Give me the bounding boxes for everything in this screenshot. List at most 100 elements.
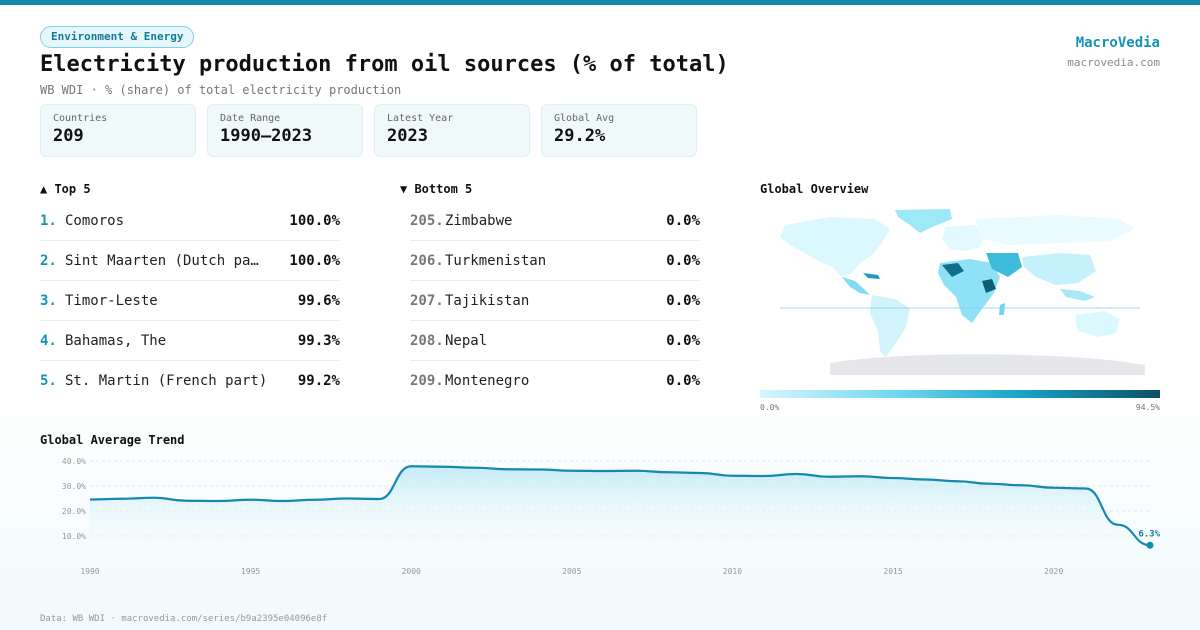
list-item: 2. Sint Maarten (Dutch pa… 100.0% [40, 241, 340, 281]
top-accent-bar [0, 0, 1200, 5]
trend-area-fill [90, 466, 1150, 561]
list-item: 209. Montenegro 0.0% [410, 361, 700, 401]
world-choropleth-map [780, 209, 1145, 375]
category-tag: Environment & Energy [40, 26, 195, 48]
country-name: Zimbabwe [445, 212, 513, 229]
top-5-heading: ▲ Top 5 [40, 182, 91, 196]
trend-heading: Global Average Trend [40, 433, 185, 447]
map-region-middle-east [986, 253, 1022, 277]
stat-label: Countries [53, 113, 108, 124]
country-value: 99.2% [297, 373, 340, 389]
stat-value: 2023 [387, 126, 428, 146]
stat-value: 29.2% [554, 126, 606, 146]
country-value: 0.0% [666, 252, 700, 269]
y-tick-label: 10.0% [62, 532, 86, 541]
country-value: 0.0% [666, 212, 700, 229]
legend-max-label: 94.5% [1135, 403, 1160, 412]
x-tick-label: 2000 [402, 567, 421, 576]
stat-card-global-avg: Global Avg 29.2% [541, 104, 697, 157]
page-subtitle: WB WDI · % (share) of total electricity … [40, 83, 402, 97]
list-item: 206. Turkmenistan 0.0% [410, 241, 700, 281]
end-value-label: 6.3% [1138, 529, 1160, 539]
country-value: 0.0% [666, 373, 700, 389]
stat-value: 1990–2023 [220, 126, 313, 146]
country-name: Montenegro [445, 373, 530, 389]
map-region-europe [942, 225, 985, 251]
country-value: 100.0% [289, 252, 340, 269]
x-tick-label: 2010 [723, 567, 742, 576]
country-value: 0.0% [666, 292, 700, 309]
end-point-marker [1146, 541, 1154, 549]
stat-card-countries: Countries 209 [40, 104, 196, 157]
top-5-list: 1. Comoros 100.0% 2. Sint Maarten (Dutch pa… [40, 201, 340, 401]
country-name: Bahamas, The [65, 332, 167, 349]
map-region-north-america [780, 217, 890, 277]
rank-label: 2. [40, 252, 57, 269]
country-name: Nepal [445, 332, 488, 349]
trend-line [89, 465, 1151, 547]
country-value: 99.3% [297, 332, 340, 349]
brand-url: macrovedia.com [1067, 56, 1160, 69]
list-item: 3. Timor-Leste 99.6% [40, 281, 340, 321]
list-item: 4. Bahamas, The 99.3% [40, 321, 340, 361]
map-region-central-america [842, 277, 870, 295]
x-tick-label: 2020 [1044, 567, 1063, 576]
map-heading: Global Overview [760, 182, 869, 196]
map-region-sahel [942, 263, 964, 277]
trend-chart: 10.0% 20.0% 30.0% 40.0% 1990 1995 2000 2005 2010… [62, 457, 1161, 576]
rank-label: 3. [40, 292, 57, 309]
y-tick-label: 30.0% [62, 482, 86, 491]
page-title: Electricity production from oil sources … [40, 52, 729, 77]
country-name: Turkmenistan [445, 252, 547, 269]
map-region-southeast-asia [1060, 289, 1095, 301]
legend-min-label: 0.0% [760, 403, 780, 412]
brand-name: MacroVedia [1075, 35, 1160, 51]
rank-label: 1. [40, 212, 57, 229]
rank-label: 5. [40, 373, 57, 389]
stat-card-latest-year: Latest Year 2023 [374, 104, 530, 157]
list-item: 208. Nepal 0.0% [410, 321, 700, 361]
map-region-antarctica [830, 354, 1145, 375]
map-region-east-africa [982, 279, 996, 293]
list-item: 205. Zimbabwe 0.0% [410, 201, 700, 241]
rank-label: 208. [410, 332, 444, 349]
bottom-5-heading: ▼ Bottom 5 [400, 182, 473, 196]
list-item: 207. Tajikistan 0.0% [410, 281, 700, 321]
country-value: 100.0% [289, 212, 340, 229]
country-name: Timor-Leste [65, 292, 158, 309]
stat-card-date-range: Date Range 1990–2023 [207, 104, 363, 157]
country-value: 0.0% [666, 332, 700, 349]
map-region-asia [1022, 253, 1096, 285]
map-region-north-asia [975, 215, 1135, 245]
stat-label: Latest Year [387, 113, 454, 124]
country-value: 99.6% [297, 292, 340, 309]
map-region-south-america [870, 295, 910, 357]
country-name: Comoros [65, 212, 125, 229]
map-region-australia [1075, 311, 1120, 337]
country-name: Sint Maarten (Dutch pa… [65, 252, 259, 269]
y-tick-label: 20.0% [62, 507, 86, 516]
x-tick-label: 1990 [80, 567, 99, 576]
rank-label: 205. [410, 212, 444, 229]
x-tick-label: 2005 [562, 567, 581, 576]
stat-label: Global Avg [554, 113, 615, 124]
rank-label: 206. [410, 252, 444, 269]
list-item: 5. St. Martin (French part) 99.2% [40, 361, 340, 401]
country-name: Tajikistan [445, 292, 530, 309]
x-tick-label: 1995 [241, 567, 260, 576]
map-color-legend [760, 390, 1160, 398]
rank-label: 4. [40, 332, 57, 349]
rank-label: 209. [410, 373, 444, 389]
y-tick-label: 40.0% [62, 457, 86, 466]
country-name: St. Martin (French part) [65, 373, 268, 389]
stat-value: 209 [53, 126, 84, 146]
map-region-madagascar [999, 303, 1005, 315]
x-tick-label: 2015 [883, 567, 902, 576]
map-region-caribbean [863, 273, 880, 279]
bottom-5-list: 205. Zimbabwe 0.0% 206. Turkmenistan 0.0% 20… [410, 201, 700, 401]
map-region-greenland [895, 209, 952, 233]
footer-source: Data: WB WDI · macrovedia.com/series/b9a… [40, 614, 328, 624]
stat-label: Date Range [220, 113, 281, 124]
rank-label: 207. [410, 292, 444, 309]
list-item: 1. Comoros 100.0% [40, 201, 340, 241]
